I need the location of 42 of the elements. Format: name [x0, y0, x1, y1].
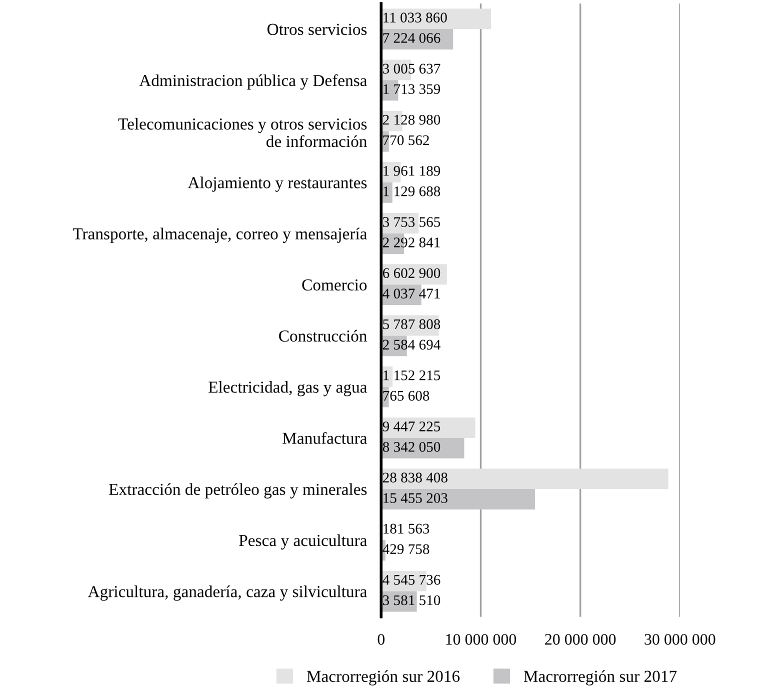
data-label: 15 455 203 — [384, 493, 448, 503]
data-label: 4 545 736 — [382, 574, 440, 585]
data-label: 2 292 841 — [382, 238, 440, 248]
data-label: 3 753 565 — [383, 217, 440, 227]
data-label: 181 563 — [384, 524, 430, 534]
y-tick-label: Administracion pública y Defensa — [139, 74, 368, 90]
data-label: 765 608 — [383, 390, 430, 401]
data-label: 2 584 694 — [382, 340, 440, 350]
x-tick-label: 20 000 000 — [545, 634, 616, 645]
y-tick-label: Extracción de petróleo gas y minerales — [109, 483, 367, 498]
data-label: 2 128 980 — [382, 114, 440, 125]
x-tick-label: 0 — [378, 634, 385, 645]
y-tick-label: Comercio — [302, 279, 367, 291]
data-label: 28 838 408 — [382, 472, 448, 482]
data-label: 4 037 471 — [382, 288, 440, 298]
data-label: 1 961 189 — [384, 166, 440, 176]
data-label: 429 758 — [382, 544, 430, 554]
data-label: 11 033 860 — [384, 12, 447, 22]
data-label: 9 447 225 — [382, 422, 440, 432]
x-tick-label: 30 000 000 — [644, 634, 716, 645]
legend-label: Macrorregión sur 2017 — [524, 670, 677, 686]
data-label: 1 713 359 — [384, 84, 440, 94]
y-tick-label: Electricidad, gas y agua — [208, 381, 368, 396]
y-tick-label: Pesca y acuicultura — [239, 534, 368, 550]
data-label: 5 787 808 — [383, 319, 440, 330]
data-label: 8 342 050 — [382, 442, 440, 452]
y-tick-label: Manufactura — [282, 432, 368, 444]
data-label: 1 152 215 — [384, 370, 440, 380]
y-tick-label: Agricultura, ganadería, caza y silvicultura — [88, 585, 368, 601]
x-tick-label: 10 000 000 — [446, 634, 516, 645]
y-tick-label: Telecomunicaciones y otros servicios de información — [118, 118, 368, 148]
data-label: 1 129 688 — [384, 186, 440, 196]
data-label: 7 224 066 — [383, 33, 440, 43]
y-tick-label: Otros servicios — [267, 24, 367, 35]
y-tick-label: Alojamiento y restaurantes — [188, 176, 367, 192]
y-tick-label: Construcción — [279, 330, 368, 342]
data-label: 6 602 900 — [382, 268, 440, 278]
data-label: 770 562 — [383, 135, 429, 146]
data-label: 3 581 510 — [383, 595, 440, 606]
data-label: 3 005 637 — [383, 64, 440, 74]
y-tick-label: Transporte, almacenaje, correo y mensajería — [72, 228, 368, 243]
legend-label: Macrorregión sur 2016 — [306, 670, 460, 686]
